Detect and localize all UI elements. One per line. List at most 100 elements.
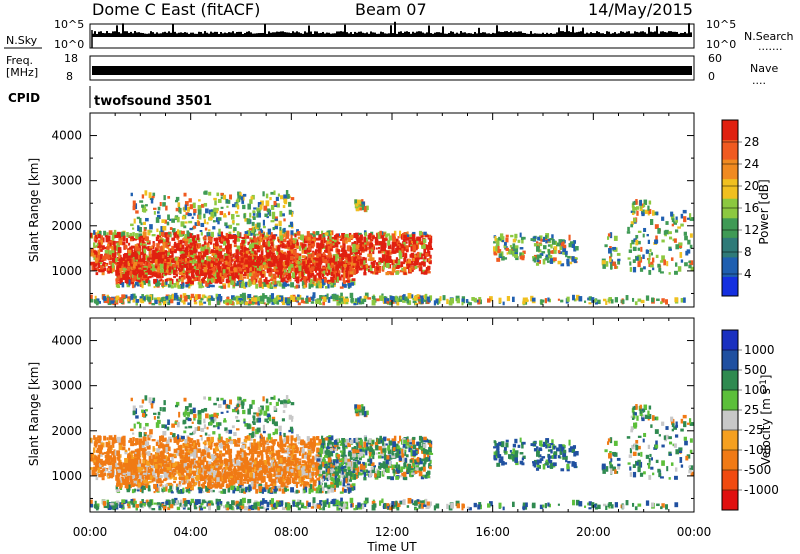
noise-sample (290, 33, 292, 37)
power-cell (384, 238, 388, 241)
power-cell (225, 278, 229, 284)
power-cell (278, 220, 282, 227)
power-cell (281, 242, 285, 249)
colorbar-segment (722, 237, 738, 258)
noise-sample (172, 24, 174, 37)
power-cell (545, 235, 548, 239)
power-cell (256, 249, 261, 253)
power-cell (336, 269, 340, 274)
velocity-cell (301, 451, 305, 457)
power-cell (198, 214, 202, 220)
power-cell (196, 234, 200, 241)
power-cell (514, 254, 518, 258)
power-cell (314, 251, 318, 256)
noise-sample (572, 26, 574, 37)
power-cell (117, 264, 121, 268)
power-cell (132, 205, 136, 211)
power-cell (367, 265, 371, 269)
noise-sample (544, 33, 546, 37)
power-cell (637, 240, 641, 245)
noise-sample (170, 32, 172, 37)
power-cell (202, 263, 206, 269)
power-cell (201, 271, 205, 276)
power-cell (250, 250, 254, 254)
noise-sample (268, 31, 270, 37)
power-cell (184, 251, 187, 256)
power-cell (251, 221, 255, 226)
power-cell (150, 260, 155, 264)
power-cell (549, 250, 553, 254)
power-cell (208, 191, 212, 196)
noise-sample (356, 32, 358, 37)
power-cell (396, 240, 400, 245)
power-cell (285, 274, 289, 279)
power-cell (159, 201, 162, 207)
colorbar-segment (722, 217, 738, 238)
power-cell (201, 294, 206, 299)
power-cell (327, 247, 331, 254)
power-cell (243, 216, 246, 219)
noise-sample (556, 32, 558, 37)
power-cell (397, 236, 400, 239)
velocity-cell (309, 438, 314, 441)
power-cell (216, 276, 221, 283)
noise-sample (276, 31, 278, 37)
power-cell (94, 250, 98, 255)
power-cell (262, 293, 265, 299)
power-cell (210, 270, 214, 274)
power-cell (198, 275, 201, 282)
power-cell (641, 212, 645, 217)
power-cell (263, 254, 268, 261)
power-cell (242, 193, 247, 197)
power-cell (148, 265, 151, 272)
power-cell (183, 270, 188, 275)
power-cell (117, 275, 121, 281)
power-cell (388, 255, 392, 262)
noise-sample (438, 32, 440, 37)
power-cell (306, 270, 310, 274)
power-cell (189, 296, 193, 301)
y-tick-label: 1000 (51, 264, 82, 278)
power-cell (425, 267, 429, 271)
power-cell (103, 263, 108, 267)
power-cell (120, 257, 125, 262)
power-cell (418, 266, 423, 272)
power-cell (207, 298, 211, 303)
power-cell (314, 266, 318, 271)
power-cell (288, 201, 292, 207)
power-cell (410, 240, 415, 244)
power-cell (94, 239, 98, 243)
power-cell (282, 205, 286, 209)
power-cell (354, 251, 358, 255)
power-cell (256, 273, 260, 276)
power-cell (280, 240, 283, 244)
noise-sample (266, 33, 268, 37)
noise-sample (614, 32, 616, 37)
power-cell (185, 212, 190, 216)
power-cell (341, 232, 346, 239)
power-cell (126, 298, 130, 301)
power-cell (519, 232, 522, 238)
power-cell (141, 282, 144, 289)
power-cell (211, 298, 214, 301)
power-cell (347, 261, 351, 265)
power-cell (138, 239, 142, 246)
noise-sample (596, 31, 598, 37)
power-cell (115, 262, 120, 266)
power-cell (545, 255, 549, 261)
noise-sample (480, 32, 482, 37)
noise-sample (344, 24, 346, 37)
power-cell (239, 192, 242, 196)
power-cell (179, 250, 184, 254)
power-cell (126, 281, 130, 288)
power-cell (106, 297, 110, 304)
power-cell (247, 257, 252, 261)
power-cell (132, 298, 136, 303)
power-cell (116, 258, 120, 261)
power-cell (186, 267, 189, 271)
power-cell (193, 266, 198, 270)
power-cell (644, 209, 649, 214)
power-cell (226, 296, 230, 300)
power-cell (253, 226, 257, 233)
power-cell (496, 241, 500, 246)
